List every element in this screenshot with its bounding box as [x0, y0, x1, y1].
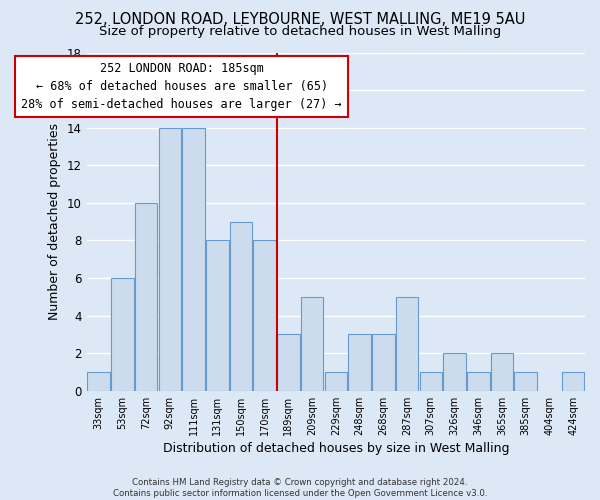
- Bar: [396, 297, 418, 391]
- Bar: [158, 128, 181, 391]
- Bar: [372, 334, 395, 391]
- Bar: [206, 240, 229, 391]
- Bar: [230, 222, 252, 391]
- Bar: [277, 334, 299, 391]
- Bar: [325, 372, 347, 391]
- Text: Size of property relative to detached houses in West Malling: Size of property relative to detached ho…: [99, 25, 501, 38]
- Bar: [111, 278, 134, 391]
- Bar: [182, 128, 205, 391]
- Bar: [562, 372, 584, 391]
- X-axis label: Distribution of detached houses by size in West Malling: Distribution of detached houses by size …: [163, 442, 509, 455]
- Text: Contains HM Land Registry data © Crown copyright and database right 2024.
Contai: Contains HM Land Registry data © Crown c…: [113, 478, 487, 498]
- Bar: [514, 372, 537, 391]
- Bar: [88, 372, 110, 391]
- Bar: [443, 353, 466, 391]
- Bar: [253, 240, 276, 391]
- Bar: [419, 372, 442, 391]
- Text: 252, LONDON ROAD, LEYBOURNE, WEST MALLING, ME19 5AU: 252, LONDON ROAD, LEYBOURNE, WEST MALLIN…: [75, 12, 525, 28]
- Y-axis label: Number of detached properties: Number of detached properties: [49, 123, 61, 320]
- Bar: [349, 334, 371, 391]
- Bar: [491, 353, 513, 391]
- Bar: [467, 372, 490, 391]
- Bar: [301, 297, 323, 391]
- Text: 252 LONDON ROAD: 185sqm
← 68% of detached houses are smaller (65)
28% of semi-de: 252 LONDON ROAD: 185sqm ← 68% of detache…: [22, 62, 342, 111]
- Bar: [135, 203, 157, 391]
